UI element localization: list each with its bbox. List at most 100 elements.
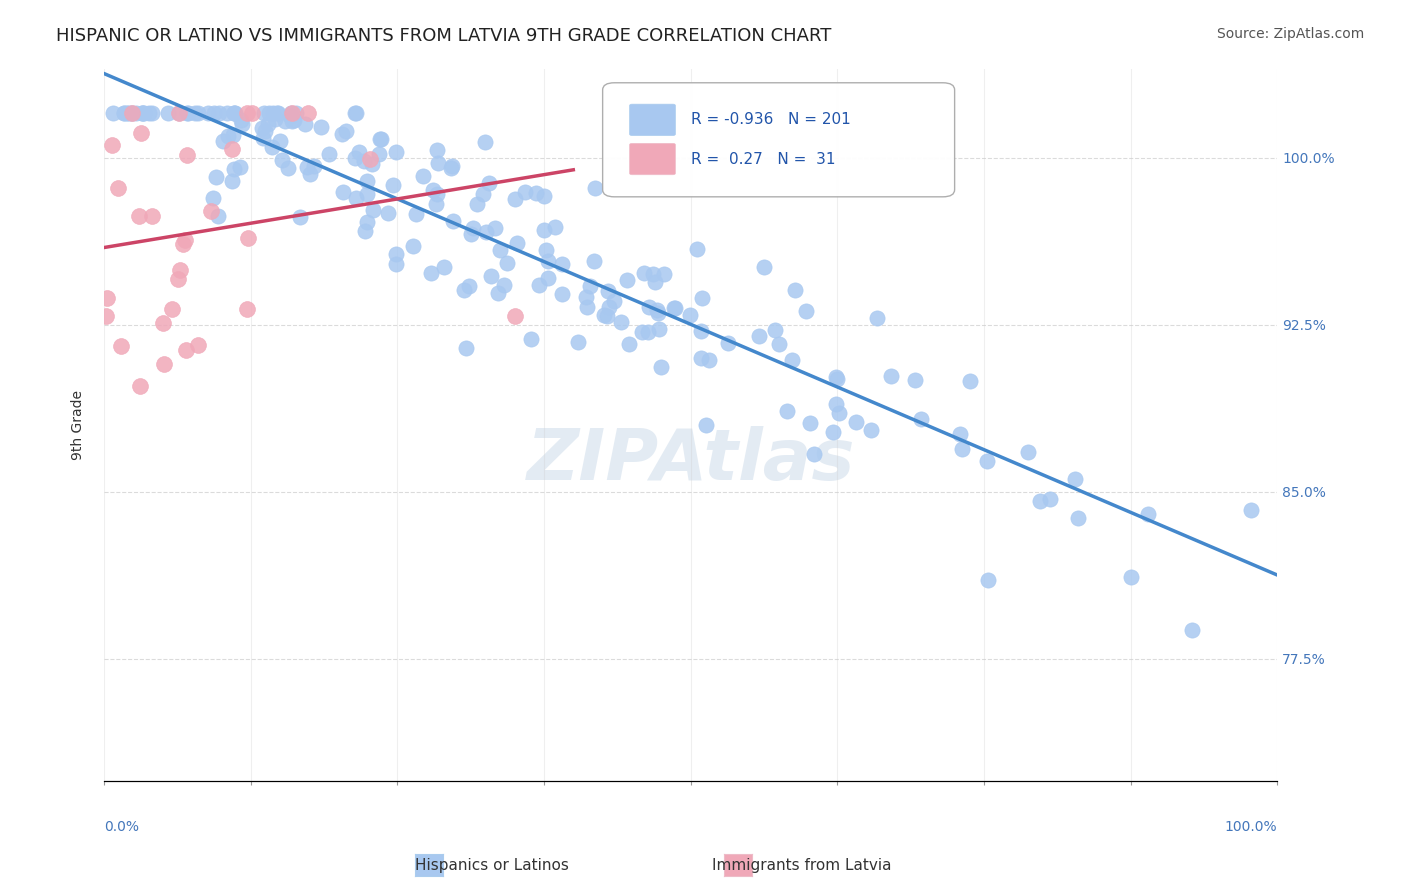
Point xyxy=(129,379,152,393)
Point xyxy=(866,310,889,325)
Point xyxy=(506,235,529,250)
Point xyxy=(235,106,257,120)
Point xyxy=(278,109,301,123)
Point xyxy=(977,573,1000,587)
Point xyxy=(412,169,434,183)
Point xyxy=(679,308,702,322)
Point xyxy=(441,159,464,173)
Point xyxy=(1067,511,1090,525)
Point xyxy=(405,207,427,221)
Point xyxy=(654,267,676,281)
Point xyxy=(1119,569,1142,583)
Point xyxy=(356,187,378,202)
Point xyxy=(768,336,790,351)
Point xyxy=(827,406,849,420)
Point xyxy=(748,329,770,343)
Point xyxy=(224,162,246,177)
Point xyxy=(250,121,273,136)
FancyBboxPatch shape xyxy=(603,83,955,197)
Point xyxy=(141,209,163,223)
Point xyxy=(172,236,194,251)
Point xyxy=(205,170,228,185)
Point xyxy=(107,180,129,194)
Point xyxy=(356,215,378,229)
Point xyxy=(537,271,560,285)
Point xyxy=(221,174,243,188)
Point xyxy=(794,304,817,318)
Point xyxy=(344,106,367,120)
Point xyxy=(534,243,557,257)
Point xyxy=(309,120,332,135)
Point xyxy=(453,283,475,297)
Point xyxy=(187,106,209,120)
Text: R =  0.27   N =  31: R = 0.27 N = 31 xyxy=(690,152,835,167)
Point xyxy=(112,106,135,120)
Point xyxy=(481,269,503,284)
Point xyxy=(330,127,353,141)
Point xyxy=(471,187,494,202)
Point xyxy=(578,279,600,293)
Point xyxy=(141,106,163,120)
Point xyxy=(304,160,326,174)
Point xyxy=(780,352,803,367)
Point xyxy=(281,113,304,128)
Point xyxy=(115,106,138,120)
Point xyxy=(96,291,118,305)
Point xyxy=(474,135,496,149)
Point xyxy=(860,423,883,437)
Point xyxy=(269,135,291,149)
Point xyxy=(274,114,297,128)
Point xyxy=(776,404,799,418)
Point xyxy=(353,224,375,238)
Point xyxy=(637,325,659,339)
Point xyxy=(128,209,150,223)
Point xyxy=(402,238,425,252)
Text: 100.0%: 100.0% xyxy=(1225,821,1277,834)
Point xyxy=(217,106,239,120)
Point xyxy=(343,151,366,165)
Point xyxy=(138,106,160,120)
Point xyxy=(689,351,711,365)
Point xyxy=(344,106,367,120)
Point xyxy=(347,145,370,159)
Point xyxy=(1181,623,1204,637)
Point xyxy=(169,106,191,120)
Point xyxy=(695,418,717,433)
Point xyxy=(827,372,849,386)
Point xyxy=(222,106,245,120)
Point xyxy=(121,106,143,120)
Point xyxy=(169,263,191,277)
Point xyxy=(422,183,444,197)
Text: 0.0%: 0.0% xyxy=(104,821,139,834)
Point xyxy=(252,131,274,145)
Point xyxy=(910,411,932,425)
Point xyxy=(783,283,806,297)
Point xyxy=(344,191,367,205)
Point xyxy=(176,148,198,162)
Point xyxy=(176,343,198,358)
Point xyxy=(359,153,381,167)
Point xyxy=(644,275,666,289)
Point xyxy=(439,161,461,175)
Point xyxy=(845,415,868,429)
Point xyxy=(575,290,598,304)
Point xyxy=(486,285,509,300)
Point xyxy=(377,205,399,219)
Point xyxy=(567,334,589,349)
Point xyxy=(690,291,713,305)
Point xyxy=(187,338,209,352)
Point xyxy=(224,106,246,120)
Point xyxy=(949,427,972,442)
Point xyxy=(592,308,614,322)
Point xyxy=(132,106,155,120)
Point xyxy=(368,132,391,146)
Point xyxy=(799,416,821,430)
Point xyxy=(121,106,143,120)
Point xyxy=(281,106,304,120)
Point xyxy=(385,257,408,271)
Point xyxy=(259,106,281,120)
Point xyxy=(229,113,252,128)
Point xyxy=(131,106,153,120)
Point xyxy=(96,309,118,323)
Point xyxy=(533,223,555,237)
